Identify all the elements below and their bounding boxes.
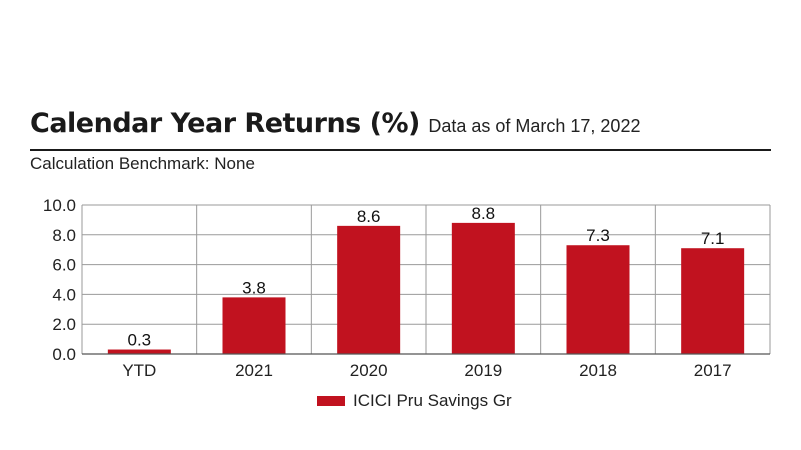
x-tick-label: 2020 (350, 361, 388, 380)
benchmark-note: Calculation Benchmark: None (30, 154, 255, 173)
chart-title: Calendar Year Returns (%) (30, 108, 420, 139)
legend-label: ICICI Pru Savings Gr (353, 391, 512, 410)
data-label: 7.3 (586, 226, 610, 245)
x-tick-label: 2019 (464, 361, 502, 380)
y-tick-label: 10.0 (43, 196, 76, 215)
y-tick-label: 0.0 (52, 345, 76, 364)
chart-header: Calendar Year Returns (%) Data as of Mar… (30, 108, 775, 139)
legend-swatch (317, 396, 345, 406)
data-label: 7.1 (701, 229, 725, 248)
chart-date-note: Data as of March 17, 2022 (428, 116, 641, 136)
bar (681, 248, 745, 354)
x-tick-label: 2017 (694, 361, 732, 380)
bar (337, 225, 401, 354)
y-tick-label: 4.0 (52, 285, 76, 304)
data-label: 0.3 (128, 331, 152, 350)
bar (222, 297, 286, 354)
x-tick-label: 2021 (235, 361, 273, 380)
header-divider (30, 149, 771, 151)
x-tick-label: 2018 (579, 361, 617, 380)
bar (451, 222, 515, 354)
data-label: 8.8 (472, 204, 496, 223)
bar (566, 245, 630, 354)
y-tick-label: 8.0 (52, 226, 76, 245)
x-tick-label: YTD (122, 361, 156, 380)
data-label: 3.8 (242, 278, 266, 297)
y-tick-label: 2.0 (52, 315, 76, 334)
bar (107, 349, 171, 354)
data-label: 8.6 (357, 207, 381, 226)
y-tick-label: 6.0 (52, 256, 76, 275)
